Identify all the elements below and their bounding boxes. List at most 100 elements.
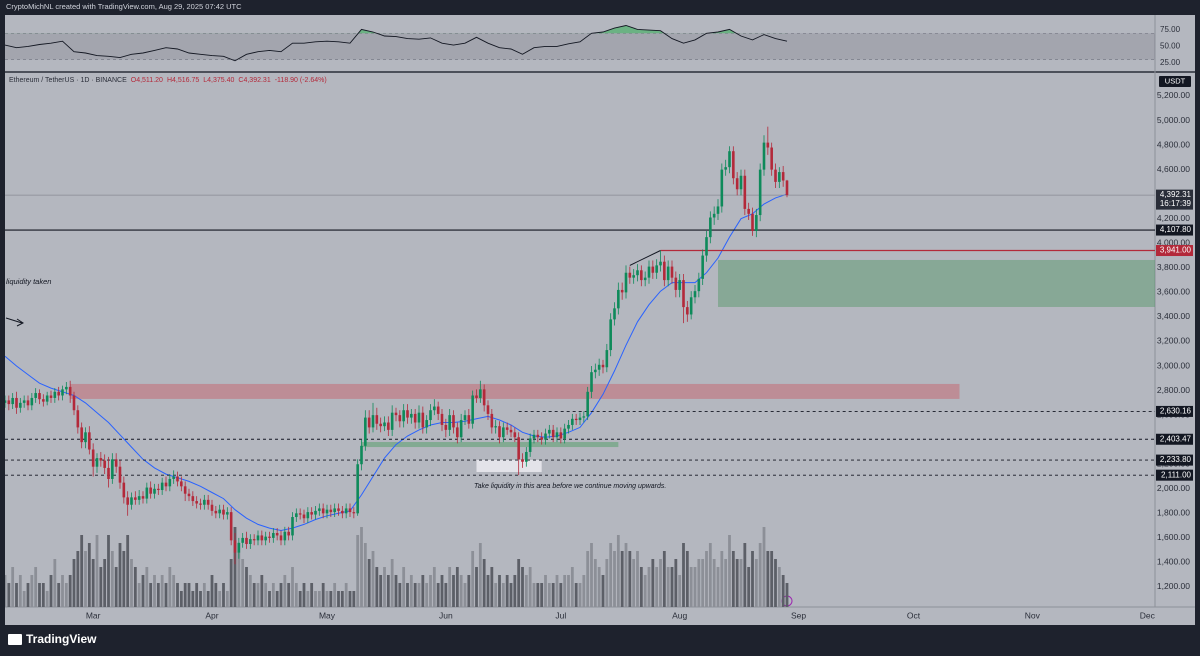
volume-bar — [310, 583, 314, 607]
y-tick-label: 4,000.00 — [1157, 238, 1190, 248]
volume-bar — [11, 567, 15, 607]
volume-bar — [701, 559, 705, 607]
candle-body — [22, 400, 26, 403]
volume-bar — [521, 567, 524, 607]
candle-body — [452, 415, 455, 428]
volume-bar — [452, 575, 455, 607]
candle-body — [99, 458, 103, 461]
candle-body — [237, 542, 241, 553]
candle-body — [145, 487, 149, 499]
candle-body — [88, 432, 91, 450]
candle-body — [444, 424, 448, 430]
candle-body — [551, 429, 555, 438]
liquidity-arrow — [5, 317, 24, 327]
candle-body — [563, 428, 566, 439]
volume-bar — [708, 543, 712, 607]
candle-body — [758, 169, 762, 216]
volume-bar — [84, 551, 87, 607]
candle-body — [218, 509, 221, 514]
level-label: 2,111.00 — [1161, 470, 1192, 479]
candle-body — [302, 514, 306, 519]
candle-body — [130, 497, 133, 505]
volume-bar — [371, 551, 375, 607]
candle-body — [233, 540, 237, 553]
volume-bar — [720, 551, 724, 607]
volume-bar — [647, 567, 651, 607]
candle-body — [390, 412, 394, 430]
candle-body — [601, 364, 605, 368]
candle-body — [279, 535, 283, 541]
candle-body — [509, 429, 513, 433]
volume-bar — [340, 591, 344, 607]
candle-body — [199, 503, 202, 505]
rsi-line — [4, 25, 788, 62]
volume-bar — [103, 559, 107, 607]
volume-bar — [494, 583, 498, 607]
candle-body — [766, 142, 770, 148]
brand-logo: TradingView — [8, 632, 97, 646]
volume-bar — [582, 575, 586, 607]
volume-bar — [363, 543, 367, 607]
candle-body — [609, 319, 612, 351]
candle-body — [670, 266, 674, 278]
candle-body — [383, 422, 386, 427]
volume-bar — [628, 551, 632, 607]
candle-body — [774, 169, 777, 182]
candle-body — [84, 432, 87, 443]
y-tick-label: 3,400.00 — [1157, 311, 1190, 321]
candle-body — [735, 178, 739, 190]
volume-bar — [172, 575, 176, 607]
credit: CryptoMichNL created with TradingView.co… — [6, 2, 242, 11]
volume-bar — [429, 575, 432, 607]
volume-bar — [743, 543, 747, 607]
rsi-tick-label: 75.00 — [1160, 25, 1181, 34]
candle-body — [76, 410, 80, 428]
candle-body — [532, 434, 536, 439]
y-tick-label: 1,800.00 — [1157, 508, 1190, 518]
candle-body — [195, 501, 198, 504]
volume-bar — [536, 583, 540, 607]
candle-body — [571, 418, 574, 425]
volume-bar — [624, 543, 628, 607]
volume-bar — [471, 551, 475, 607]
volume-bar — [590, 543, 593, 607]
volume-bar — [214, 583, 218, 607]
volume-bar — [513, 575, 517, 607]
volume-bar — [137, 583, 141, 607]
volume-bar — [597, 567, 601, 607]
volume-bar — [632, 559, 636, 607]
candle-body — [107, 467, 110, 479]
candle-body — [103, 460, 106, 468]
candle-body — [417, 412, 421, 423]
volume-bar — [22, 591, 26, 607]
candle-body — [275, 532, 279, 536]
volume-bar — [620, 551, 624, 607]
candle-body — [367, 417, 371, 428]
volume-bar — [781, 575, 785, 607]
volume-bar — [639, 567, 643, 607]
candle-body — [425, 420, 428, 428]
legend-close: C4,392.31 — [238, 77, 270, 84]
volume-bar — [53, 559, 57, 607]
candle-body — [471, 395, 474, 424]
annotation: Take liquidity in this area before we co… — [474, 483, 666, 490]
volume-bar — [398, 583, 402, 607]
candle-body — [689, 297, 693, 315]
volume-bar — [509, 583, 513, 607]
legend-change: -118.90 (-2.64%) — [275, 77, 327, 84]
volume-bar — [298, 591, 302, 607]
volume-bar — [287, 583, 291, 607]
candle-body — [732, 151, 735, 179]
volume-bar — [187, 583, 191, 607]
volume-bar — [68, 575, 72, 607]
volume-bar — [674, 559, 678, 607]
candle-body — [479, 389, 482, 398]
candle-body — [111, 459, 114, 479]
volume-bar — [38, 583, 41, 607]
volume-bar — [191, 591, 195, 607]
candle-body — [785, 180, 789, 196]
volume-bar — [110, 551, 114, 607]
candle-body — [674, 277, 678, 290]
candle-body — [712, 213, 716, 218]
candle-body — [429, 410, 432, 421]
